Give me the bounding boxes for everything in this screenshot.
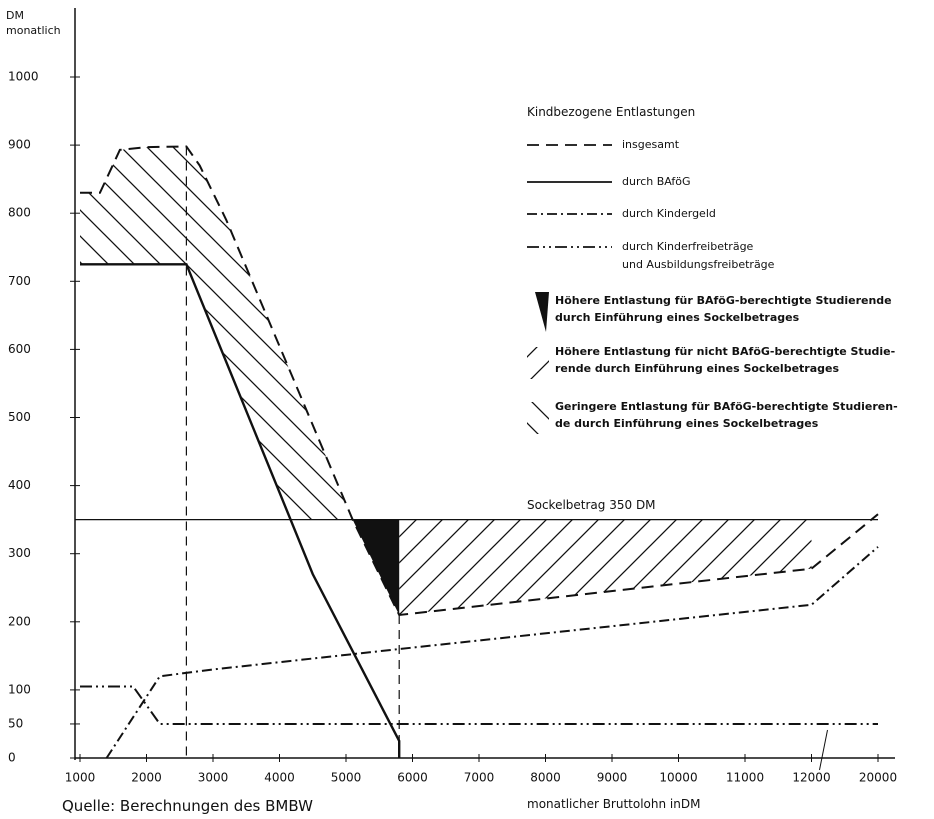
x-tick-label: 6000 (397, 771, 428, 785)
area (80, 146, 353, 520)
legend-swatch (527, 347, 549, 379)
sockel-label: Sockelbetrag 350 DM (527, 498, 656, 512)
x-tick-label: 4000 (264, 771, 295, 785)
x-tick-label: 1000 (65, 771, 96, 785)
x-tick-label: 8000 (530, 771, 561, 785)
x-tick-label: 20000 (859, 771, 897, 785)
legend-label: Höhere Entlastung für nicht BAföG-berech… (555, 345, 896, 375)
x-tick-label: 5000 (331, 771, 362, 785)
x-tick-label: 3000 (198, 771, 229, 785)
y-tick-label: 50 (8, 716, 23, 730)
x-tick-label: 11000 (726, 771, 764, 785)
legend-label: Geringere Entlastung für BAföG-berechtig… (555, 400, 898, 430)
y-tick-label: 700 (8, 274, 31, 288)
series-line (80, 145, 879, 617)
x-tick-label: 7000 (464, 771, 495, 785)
x-axis-title: monatlicher Bruttolohn inDM (527, 797, 701, 811)
y-tick-label: 0 (8, 751, 16, 765)
x-tick-label: 12000 (792, 771, 830, 785)
y-tick-label: 500 (8, 410, 31, 424)
series-line (80, 685, 878, 725)
area (399, 519, 812, 615)
y-tick-label: 900 (8, 138, 31, 152)
y-tick-label: 1000 (8, 70, 39, 84)
legend-label: durch BAföG (622, 175, 691, 188)
axis-break (819, 729, 828, 771)
y-axis-title: DM monatlich (6, 9, 61, 37)
series-line (105, 546, 879, 759)
legend-label: insgesamt (622, 138, 680, 151)
x-tick-label: 10000 (659, 771, 697, 785)
y-tick-label: 200 (8, 614, 31, 628)
series-line (80, 263, 401, 758)
legend-swatch (527, 402, 549, 434)
y-tick-label: 300 (8, 546, 31, 560)
y-tick-label: 800 (8, 206, 31, 220)
legend-label: durch Kinderfreibeträge und Ausbildungsf… (622, 240, 775, 271)
y-tick-label: 400 (8, 478, 31, 492)
legend-swatch (535, 292, 549, 332)
legend-title: Kindbezogene Entlastungen (527, 105, 696, 119)
source: Quelle: Berechnungen des BMBW (62, 797, 313, 815)
x-tick-label: 9000 (597, 771, 628, 785)
y-tick-label: 100 (8, 682, 31, 696)
y-tick-label: 600 (8, 342, 31, 356)
legend-label: Höhere Entlastung für BAföG-berechtigte … (555, 294, 892, 324)
x-tick-label: 2000 (131, 771, 162, 785)
legend-label: durch Kindergeld (622, 207, 716, 220)
